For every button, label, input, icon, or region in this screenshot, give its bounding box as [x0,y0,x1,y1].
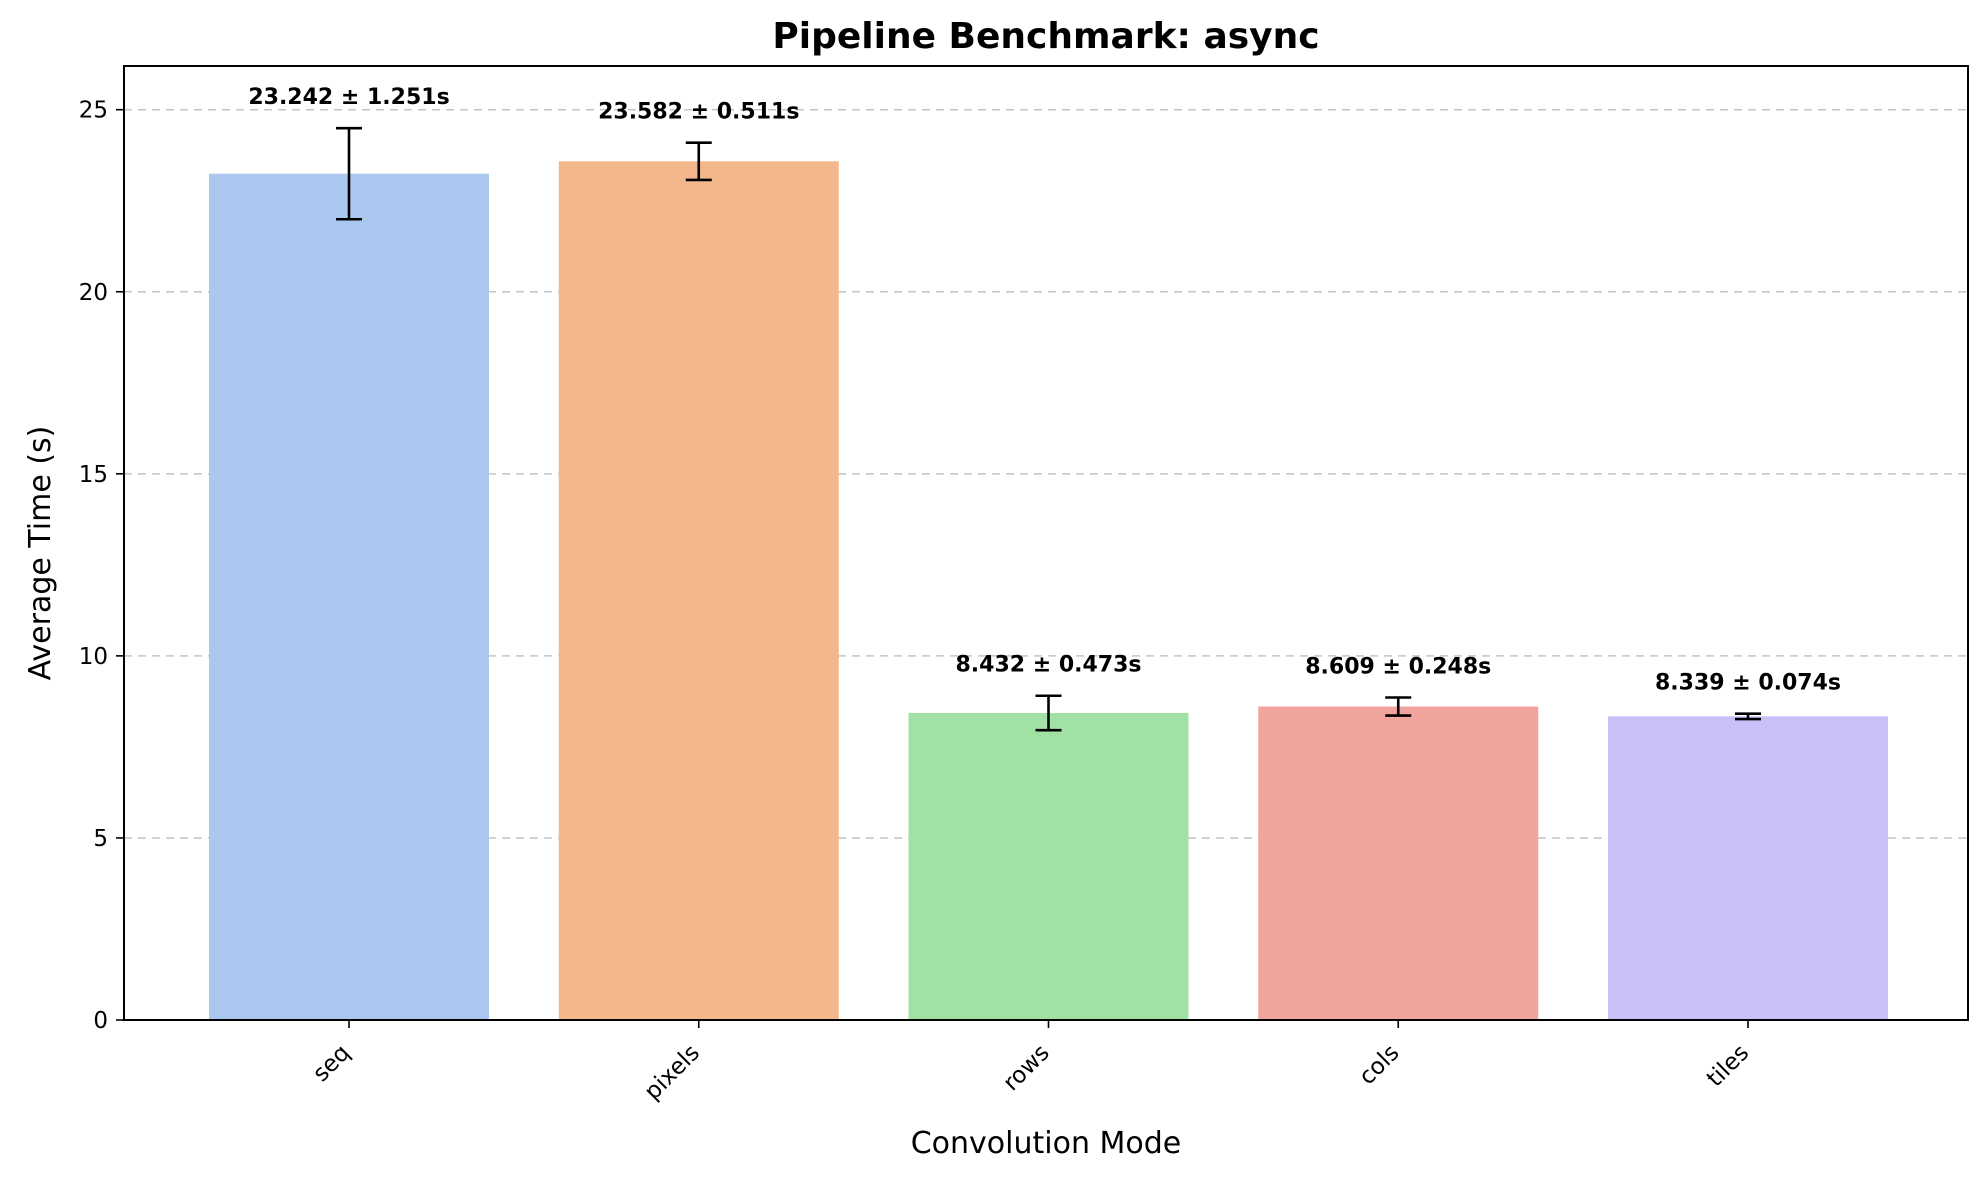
x-tick-label: tiles [1702,1040,1754,1092]
data-label-layer: 23.242 ± 1.251s 23.582 ± 0.511s 8.432 ± 0.… [248,85,1841,696]
plot-frame [123,65,1969,1021]
data-label-tiles: 8.339 ± 0.074s [1655,671,1841,696]
y-tick-label: 15 [79,462,108,488]
y-tick-label: 10 [79,644,108,670]
x-tick-label: seq [308,1040,355,1087]
y-axis-label: Average Time (s) [23,426,58,681]
data-label-cols: 8.609 ± 0.248s [1305,654,1491,679]
y-tick-label: 5 [93,826,108,852]
data-label-rows: 8.432 ± 0.473s [955,653,1141,678]
bar-pixels [558,161,839,1021]
bar-cols [1258,706,1539,1020]
x-tick-label: rows [998,1040,1054,1096]
bar-tiles [1608,716,1888,1020]
y-tick-label: 25 [79,98,108,124]
x-tick-label: pixels [640,1040,705,1105]
chart-title: Pipeline Benchmark: async [772,16,1319,57]
y-tick-label: 20 [79,280,108,306]
bar-seq [209,173,489,1020]
bar-rows [908,712,1189,1020]
data-label-pixels: 23.582 ± 0.511s [598,100,799,125]
error-bar-layer [336,126,1761,732]
y-tick-label: 0 [93,1008,108,1034]
axis-layer: 0 5 10 15 20 25 seq pixels rows cols tiles [79,65,1969,1105]
x-axis-label: Convolution Mode [911,1126,1182,1161]
x-tick-label: cols [1354,1040,1404,1090]
bar-layer [209,161,1888,1021]
data-label-seq: 23.242 ± 1.251s [248,85,449,110]
